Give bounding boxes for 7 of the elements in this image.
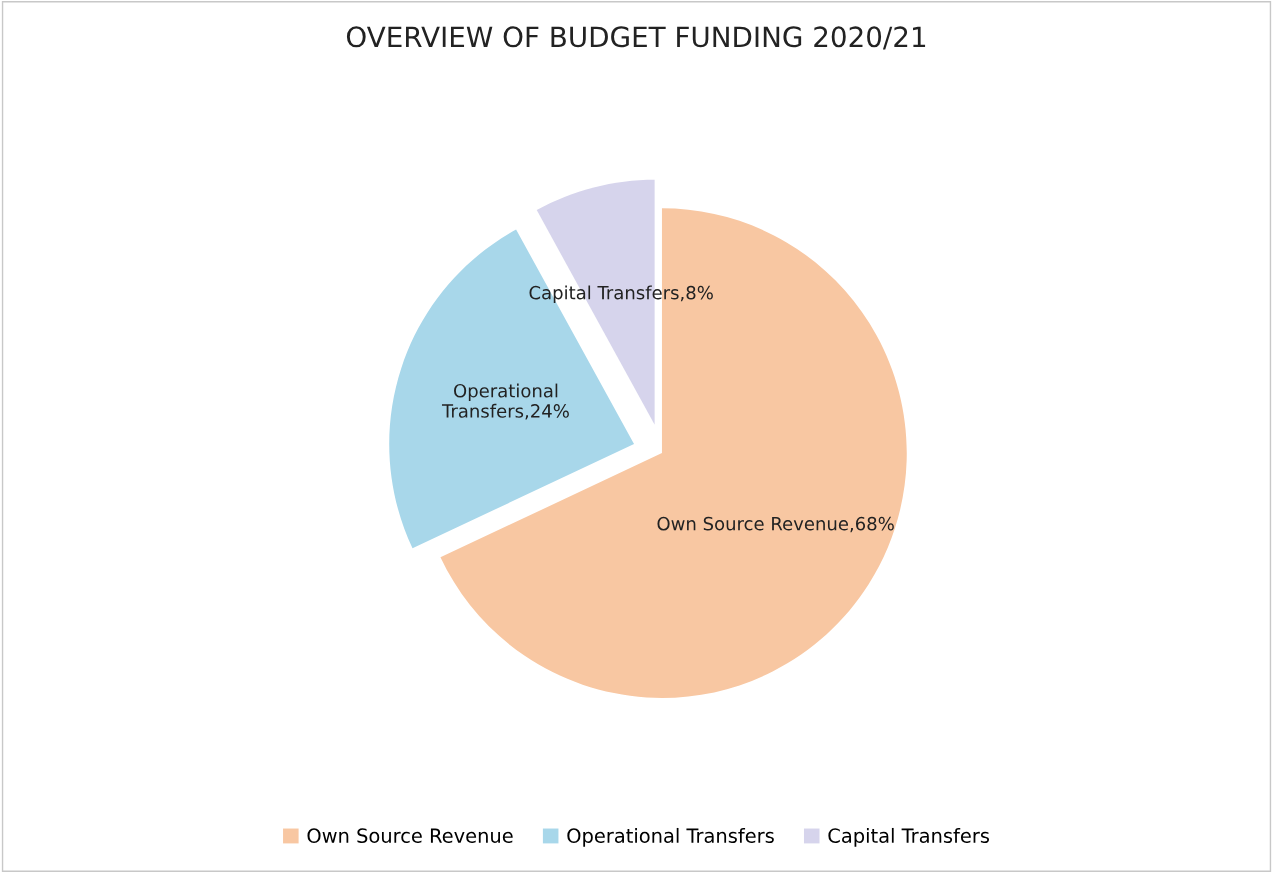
data-label: Capital Transfers,8%: [529, 285, 713, 303]
legend-label: Own Source Revenue: [307, 828, 513, 843]
data-label: Operational Transfers,24%: [441, 383, 569, 420]
legend-label: Operational Transfers: [567, 827, 774, 847]
data-label: Own Source Revenue,68%: [657, 516, 894, 533]
chart-title: OVERVIEW OF BUDGET FUNDING 2020/21: [346, 26, 926, 50]
legend-label: Capital Transfers: [828, 827, 990, 847]
